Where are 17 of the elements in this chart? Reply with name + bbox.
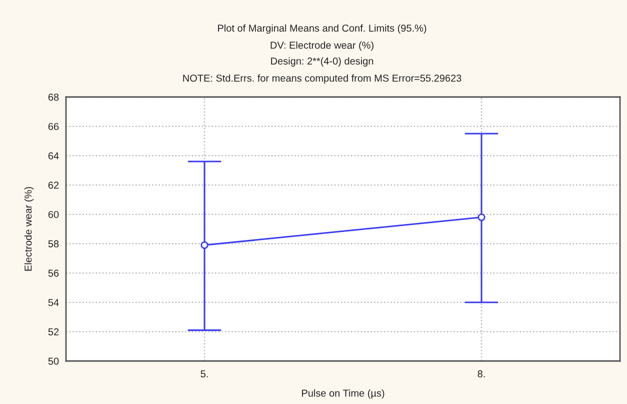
y-tick-label: 56 [48,270,59,277]
x-axis-title: Pulse on Time (µs) [302,389,384,399]
x-tick-label: 8. [478,370,485,378]
chart-subtitle: DV: Electrode wear (%) Design: 2**(4-0) design [270,41,374,67]
y-tick-label: 68 [48,94,59,101]
y-axis-title: Electrode wear (%) [24,187,34,271]
chart-title: Plot of Marginal Means and Conf. Limits (95.%) [218,24,426,34]
text: NOTE: Std.Errs. for means computed from MS Error=55.29623 [183,74,462,84]
y-tick-label: 60 [48,210,59,218]
y-tick-label: 66 [48,122,59,130]
y-tick-label: 52 [48,328,59,336]
y-tick-label: 50 [48,358,59,365]
y-tick-label: 62 [48,182,59,189]
y-tick-label: 58 [48,240,59,248]
x-tick-label: 5. [200,370,208,378]
y-tick-label: 64 [48,152,59,160]
y-tick-label: 54 [48,299,59,306]
